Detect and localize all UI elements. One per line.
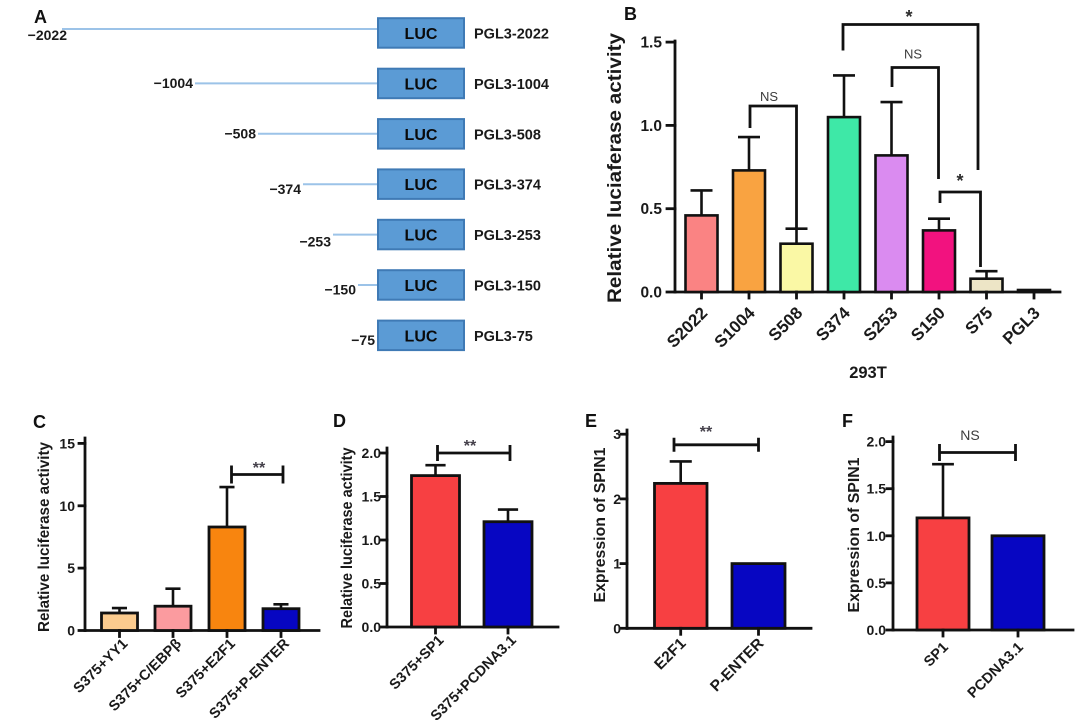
svg-text:PGL3-75: PGL3-75	[474, 329, 533, 345]
svg-text:Relative luciferase activity: Relative luciferase activity	[36, 442, 53, 632]
svg-text:LUC: LUC	[405, 127, 438, 144]
svg-text:*: *	[905, 7, 912, 27]
svg-text:Relative luciferase activity: Relative luciferase activity	[339, 447, 356, 628]
svg-text:NS: NS	[904, 47, 922, 62]
svg-text:10: 10	[59, 498, 75, 514]
svg-text:0.0: 0.0	[867, 622, 887, 638]
svg-text:0: 0	[613, 620, 621, 636]
svg-text:0.5: 0.5	[867, 575, 887, 591]
svg-text:5: 5	[67, 560, 75, 576]
svg-text:Relative luciaferase activity: Relative luciaferase activity	[605, 33, 626, 303]
svg-text:**: **	[464, 438, 477, 455]
svg-text:−1004: −1004	[154, 75, 194, 91]
svg-text:293T: 293T	[849, 364, 887, 382]
svg-text:0: 0	[67, 623, 75, 639]
svg-text:PGL3-2022: PGL3-2022	[474, 27, 549, 43]
svg-text:0.0: 0.0	[640, 285, 662, 302]
svg-text:*: *	[956, 171, 963, 191]
svg-text:0.5: 0.5	[362, 576, 382, 592]
svg-text:B: B	[624, 4, 637, 24]
svg-text:1.0: 1.0	[362, 532, 382, 548]
svg-text:−2022: −2022	[28, 27, 68, 43]
svg-text:−374: −374	[269, 181, 301, 197]
svg-text:LUC: LUC	[405, 228, 438, 245]
svg-text:−508: −508	[224, 125, 256, 141]
svg-text:LUC: LUC	[405, 26, 438, 43]
svg-text:PGL3-508: PGL3-508	[474, 127, 541, 143]
svg-text:LUC: LUC	[405, 328, 438, 345]
svg-text:1.0: 1.0	[640, 118, 662, 135]
svg-text:**: **	[253, 460, 266, 477]
svg-text:1.5: 1.5	[640, 35, 662, 52]
svg-text:15: 15	[59, 435, 75, 451]
svg-text:PGL3-253: PGL3-253	[474, 228, 541, 244]
svg-text:1: 1	[613, 556, 621, 572]
svg-text:PGL3-1004: PGL3-1004	[474, 77, 549, 93]
svg-text:LUC: LUC	[405, 278, 438, 295]
svg-text:1.0: 1.0	[867, 528, 887, 544]
svg-text:1.5: 1.5	[362, 489, 382, 505]
svg-text:1.5: 1.5	[867, 481, 887, 497]
svg-text:Expression of SPIN1: Expression of SPIN1	[846, 457, 863, 612]
svg-text:**: **	[700, 424, 713, 441]
svg-text:LUC: LUC	[405, 76, 438, 93]
svg-text:0.0: 0.0	[362, 619, 382, 635]
svg-text:−150: −150	[324, 282, 356, 298]
svg-text:0.5: 0.5	[640, 201, 662, 218]
svg-text:2.0: 2.0	[362, 445, 382, 461]
svg-text:−253: −253	[299, 234, 331, 250]
svg-text:PGL3-150: PGL3-150	[474, 279, 541, 295]
svg-text:−75: −75	[351, 332, 375, 348]
svg-text:D: D	[333, 411, 346, 431]
svg-text:3: 3	[613, 426, 621, 442]
svg-text:2: 2	[613, 491, 621, 507]
svg-text:F: F	[842, 411, 853, 431]
svg-text:NS: NS	[760, 89, 778, 104]
svg-text:E: E	[585, 411, 597, 431]
svg-text:Expression of SPIN1: Expression of SPIN1	[592, 447, 609, 602]
svg-text:2.0: 2.0	[867, 434, 887, 450]
svg-text:NS: NS	[960, 427, 979, 443]
svg-text:PGL3-374: PGL3-374	[474, 178, 541, 194]
svg-text:C: C	[33, 412, 46, 432]
svg-text:LUC: LUC	[405, 177, 438, 194]
svg-text:A: A	[34, 7, 47, 27]
